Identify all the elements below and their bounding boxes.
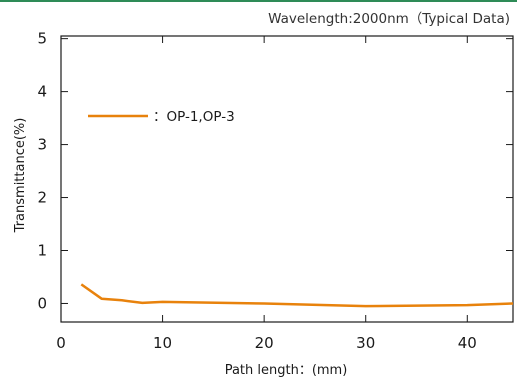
plot-area-frame	[60, 35, 514, 323]
x-tick-label: 0	[56, 334, 66, 352]
y-tick-label: 2	[37, 189, 47, 207]
x-axis-ticks: 0 10 20 30 40	[56, 36, 477, 352]
legend-label: ：OP-1,OP-3	[153, 109, 235, 125]
y-tick-label: 3	[37, 136, 47, 154]
x-axis-title: Path length：(mm)	[225, 363, 348, 378]
legend: ：OP-1,OP-3	[88, 109, 235, 125]
chart-subtitle: Wavelength:2000nm（Typical Data)	[268, 11, 510, 27]
y-tick-label: 0	[37, 294, 47, 312]
series-line-op-1-op-3	[80, 283, 514, 308]
x-tick-label: 10	[153, 334, 172, 352]
x-tick-label: 40	[458, 334, 477, 352]
series-layer	[80, 283, 514, 308]
y-tick-label: 5	[37, 30, 47, 48]
y-axis-title: Transmittance(%)	[13, 118, 28, 234]
x-tick-label: 20	[255, 334, 274, 352]
y-axis-ticks: 0 1 2 3 4 5	[37, 30, 513, 312]
y-tick-label: 1	[37, 242, 47, 260]
y-tick-label: 4	[37, 83, 47, 101]
x-tick-label: 30	[356, 334, 375, 352]
